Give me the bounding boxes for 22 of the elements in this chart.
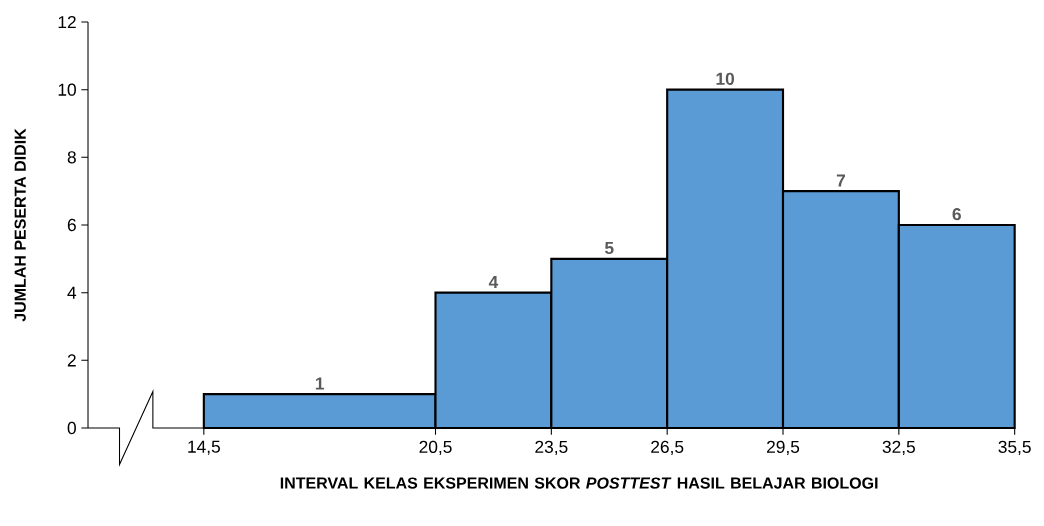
data-label: 5 [604, 242, 614, 255]
data-label: 7 [836, 174, 845, 187]
data-label: 6 [952, 208, 961, 221]
y-tick-label: 12 [58, 15, 76, 29]
x-tick-label: 29,5 [767, 440, 800, 456]
y-tick-label: 2 [67, 354, 76, 367]
x-tick-label: 20,5 [419, 440, 452, 456]
y-tick-label: 8 [67, 151, 76, 164]
y-tick-label: 6 [67, 218, 76, 232]
data-label: 1 [315, 377, 325, 390]
data-label: 10 [716, 72, 735, 85]
x-tick-label: 32,5 [882, 440, 915, 456]
x-tick-label: 23,5 [535, 440, 568, 456]
y-axis-title: JUMLAH PESERTA DIDIK [14, 128, 26, 322]
data-label: 4 [488, 276, 499, 288]
y-tick-label: 0 [67, 421, 76, 435]
x-axis-title: INTERVAL KELAS EKSPERIMEN SKOR POSTTEST HASIL BELAJAR BIOLOGI [280, 477, 878, 489]
x-tick-label: 35,5 [998, 440, 1031, 456]
x-tick-label: 26,5 [651, 440, 684, 456]
y-tick-label: 4 [67, 286, 77, 299]
x-tick-label: 14,5 [188, 440, 220, 455]
y-tick-label: 10 [58, 83, 76, 96]
